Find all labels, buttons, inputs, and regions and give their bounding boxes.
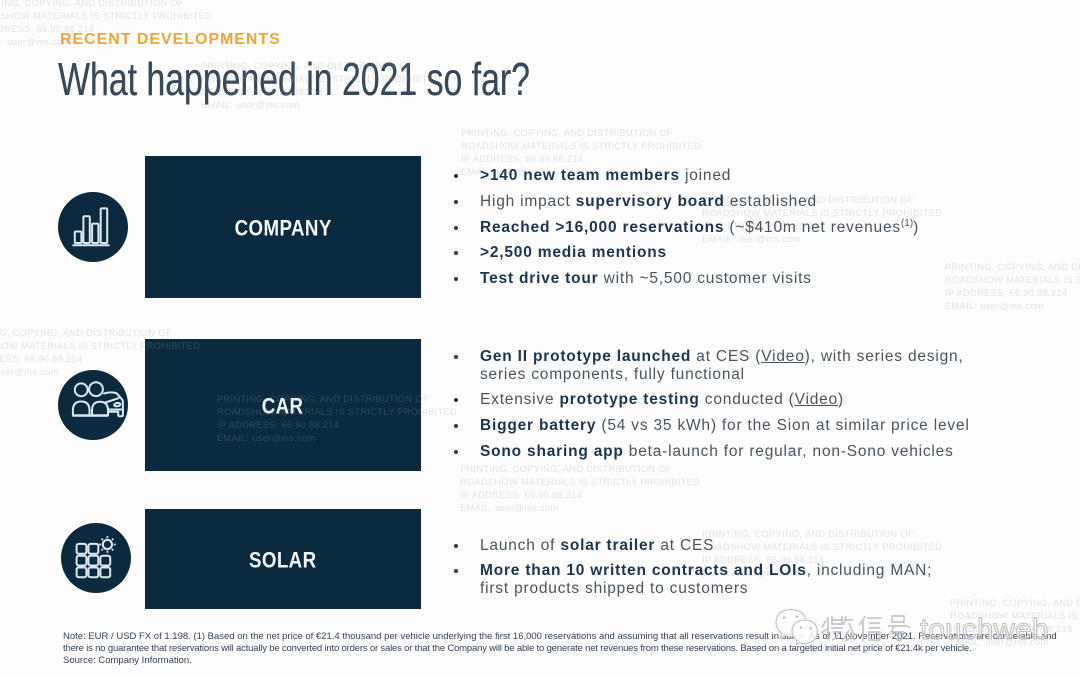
svg-text:touchweb: touchweb (920, 613, 1049, 646)
